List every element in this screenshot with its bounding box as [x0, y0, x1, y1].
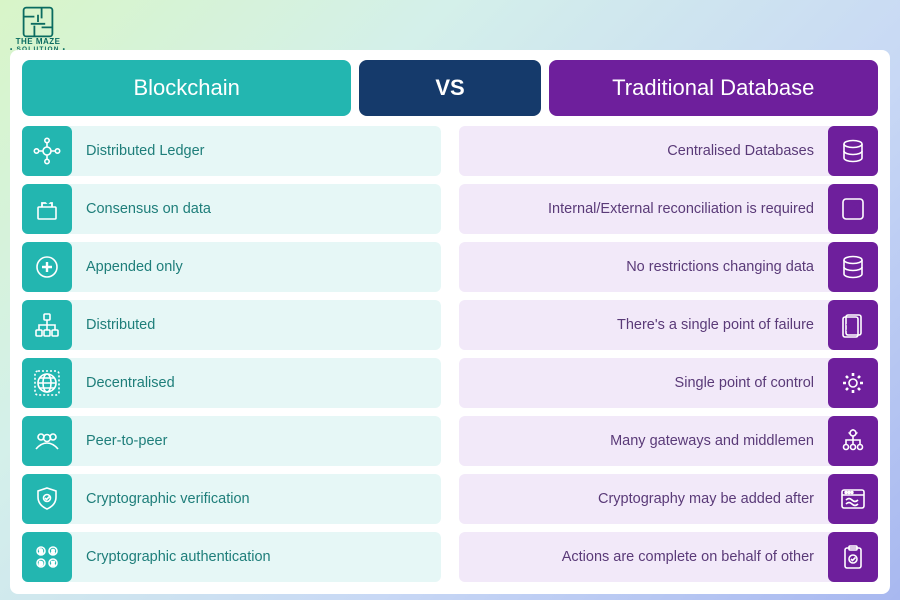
blockchain-side: Distributed — [22, 300, 441, 350]
comparison-row: Appended only No restrictions changing d… — [22, 242, 878, 292]
traditional-label: Centralised Databases — [667, 143, 814, 159]
gear-icon — [828, 358, 878, 408]
plus-icon — [22, 242, 72, 292]
traditional-side: Centralised Databases — [459, 126, 878, 176]
comparison-row: Decentralised Single point of control — [22, 358, 878, 408]
database-icon — [828, 242, 878, 292]
external-icon — [828, 184, 878, 234]
traditional-label: Internal/External reconciliation is requ… — [548, 201, 814, 217]
comparison-row: Distributed Ledger Centralised Databases — [22, 126, 878, 176]
brand-logo: THE MAZE • SOLUTION • — [10, 4, 66, 53]
traditional-side: Internal/External reconciliation is requ… — [459, 184, 878, 234]
blockchain-label: Appended only — [86, 259, 183, 275]
hierarchy-icon — [828, 416, 878, 466]
tree-icon — [22, 300, 72, 350]
header-traditional: Traditional Database — [549, 60, 878, 116]
traditional-side: Single point of control — [459, 358, 878, 408]
traditional-side: Cryptography may be added after — [459, 474, 878, 524]
traditional-label: There's a single point of failure — [617, 317, 814, 333]
blockchain-side: Decentralised — [22, 358, 441, 408]
comparison-rows: Distributed Ledger Centralised Databases… — [22, 126, 878, 582]
crypto-icon — [22, 532, 72, 582]
blockchain-side: Consensus on data — [22, 184, 441, 234]
traditional-label: Many gateways and middlemen — [610, 433, 814, 449]
logo-text-1: THE MAZE — [16, 38, 61, 46]
traditional-label: No restrictions changing data — [626, 259, 814, 275]
blockchain-side: Appended only — [22, 242, 441, 292]
comparison-card: Blockchain VS Traditional Database Distr… — [10, 50, 890, 594]
blockchain-label: Cryptographic authentication — [86, 549, 271, 565]
blockchain-label: Distributed — [86, 317, 155, 333]
blockchain-side: Cryptographic verification — [22, 474, 441, 524]
blockchain-label: Distributed Ledger — [86, 143, 205, 159]
browser-icon — [828, 474, 878, 524]
blockchain-side: Cryptographic authentication — [22, 532, 441, 582]
comparison-row: Cryptographic authentication Actions are… — [22, 532, 878, 582]
traditional-side: No restrictions changing data — [459, 242, 878, 292]
blockchain-label: Consensus on data — [86, 201, 211, 217]
blockchain-label: Decentralised — [86, 375, 175, 391]
traditional-label: Actions are complete on behalf of other — [562, 549, 814, 565]
globe-icon — [22, 358, 72, 408]
blockchain-label: Cryptographic verification — [86, 491, 250, 507]
traditional-side: Many gateways and middlemen — [459, 416, 878, 466]
maze-icon — [20, 4, 56, 40]
comparison-row: Distributed There's a single point of fa… — [22, 300, 878, 350]
traditional-side: There's a single point of failure — [459, 300, 878, 350]
clipboard-icon — [828, 532, 878, 582]
comparison-row: Cryptographic verification Cryptography … — [22, 474, 878, 524]
people-icon — [22, 416, 72, 466]
doc-x-icon — [828, 300, 878, 350]
blockchain-label: Peer-to-peer — [86, 433, 167, 449]
blockchain-side: Peer-to-peer — [22, 416, 441, 466]
ballot-icon — [22, 184, 72, 234]
comparison-row: Consensus on data Internal/External reco… — [22, 184, 878, 234]
header-blockchain: Blockchain — [22, 60, 351, 116]
blockchain-side: Distributed Ledger — [22, 126, 441, 176]
shield-icon — [22, 474, 72, 524]
traditional-label: Single point of control — [675, 375, 814, 391]
header-vs: VS — [359, 60, 540, 116]
database-icon — [828, 126, 878, 176]
header-row: Blockchain VS Traditional Database — [22, 60, 878, 116]
traditional-side: Actions are complete on behalf of other — [459, 532, 878, 582]
network-icon — [22, 126, 72, 176]
comparison-row: Peer-to-peer Many gateways and middlemen — [22, 416, 878, 466]
traditional-label: Cryptography may be added after — [598, 491, 814, 507]
